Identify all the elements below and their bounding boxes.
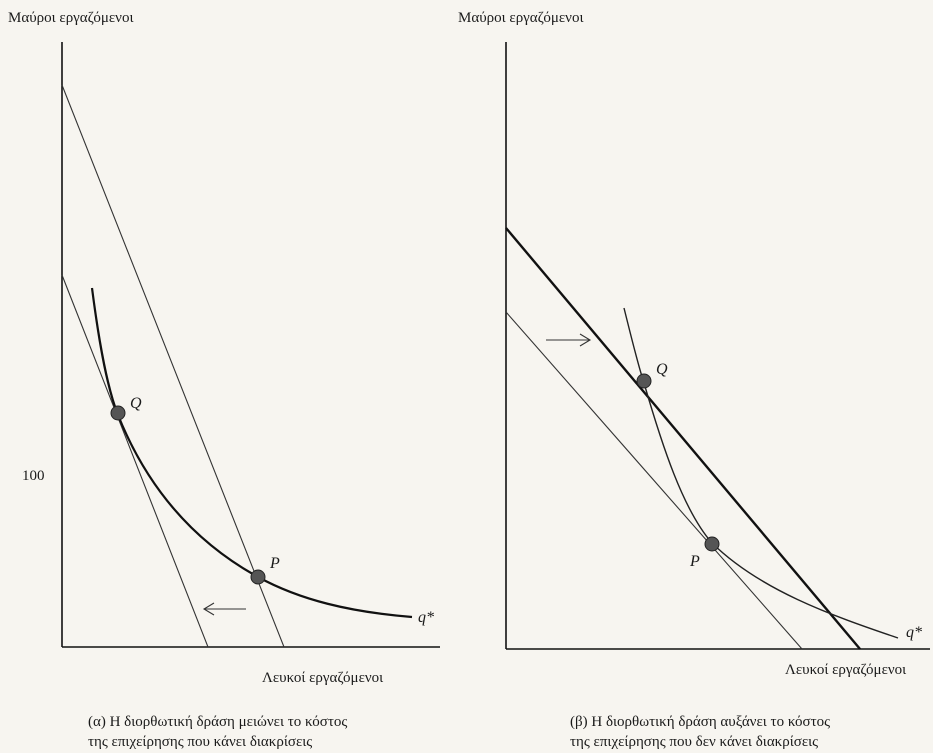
panel-a-y-axis-label: Μαύροι εργαζόμενοι: [8, 10, 134, 26]
panel-a-isocost-new: [61, 274, 209, 648]
panel-b-caption-line1: (β) Η διορθωτική δράση αυξάνει το κόστος: [570, 714, 830, 730]
panel-a-curve-label: q*: [418, 609, 434, 626]
panel-a: Μαύροι εργαζόμενοι 100 Q P q* Λευκοί εργ…: [8, 10, 440, 750]
panel-a-tick-100: 100: [22, 468, 45, 484]
panel-a-caption-line1: (α) Η διορθωτική δράση μειώνει το κόστος: [88, 714, 347, 730]
panel-b-isocost-new: [505, 227, 861, 650]
panel-a-isoquant-q-star: [90, 287, 413, 619]
panel-b-point-p: [704, 536, 720, 552]
panel-a-point-p-label: P: [269, 555, 280, 572]
panel-b-isocost-original: [505, 311, 803, 650]
panel-a-point-q-label: Q: [130, 395, 142, 412]
panel-b-y-axis-label: Μαύροι εργαζόμενοι: [458, 10, 584, 26]
panel-b-curve-label: q*: [906, 624, 922, 641]
panel-b: Μαύροι εργαζόμενοι Q P q* Λευκοί εργαζόμ…: [458, 10, 930, 750]
panel-a-point-p: [250, 569, 266, 585]
panel-a-point-q: [110, 405, 126, 421]
panel-b-caption-line2: της επιχείρησης που δεν κάνει διακρίσεις: [570, 734, 818, 750]
panel-a-x-axis-label: Λευκοί εργαζόμενοι: [262, 670, 383, 686]
panel-b-isoquant-q-star: [623, 307, 899, 639]
panel-a-isocost-original: [61, 84, 285, 648]
panel-b-point-p-label: P: [689, 553, 700, 570]
panel-b-x-axis-label: Λευκοί εργαζόμενοι: [785, 662, 906, 678]
panel-b-arrowhead: [579, 333, 592, 347]
panel-a-arrowhead: [202, 602, 215, 616]
panel-b-point-q: [636, 373, 652, 389]
panel-b-point-q-label: Q: [656, 361, 668, 378]
panel-a-caption-line2: της επιχείρησης που κάνει διακρίσεις: [88, 734, 312, 750]
